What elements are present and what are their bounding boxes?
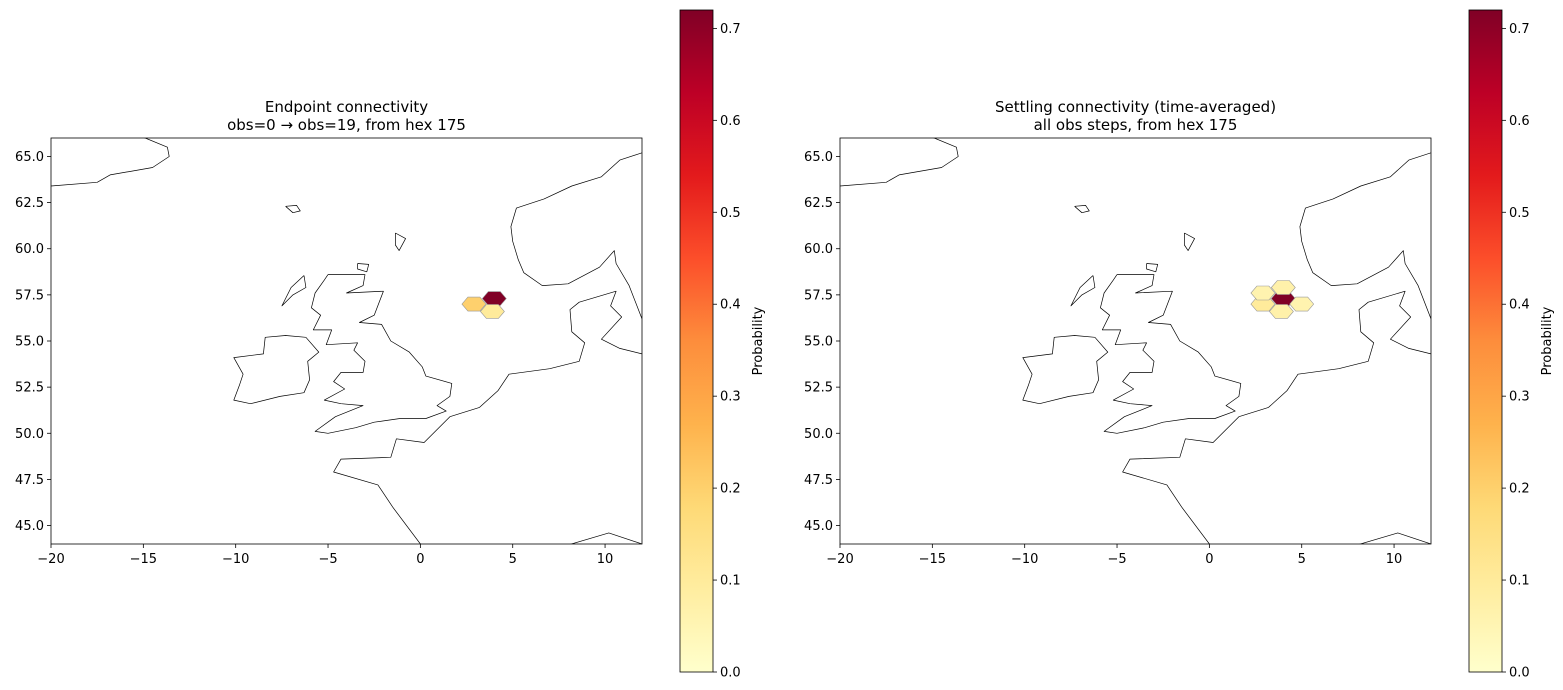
hex-cell xyxy=(1270,280,1296,295)
hex-cell xyxy=(1250,285,1276,301)
hex-cell xyxy=(1269,304,1294,319)
y-tick-label: 55.0 xyxy=(804,335,833,350)
colorbar-tick-label: 0.2 xyxy=(1509,482,1530,497)
coastline-gb xyxy=(1100,274,1242,434)
hex-cell xyxy=(481,291,507,306)
coastline-gb xyxy=(311,274,453,434)
y-tick-label: 62.5 xyxy=(804,196,833,211)
hex-cell xyxy=(1289,296,1315,312)
coastline-ie xyxy=(233,335,320,405)
colorbar-tick-label: 0.6 xyxy=(1509,114,1530,129)
colorbar-tick-label: 0.0 xyxy=(1509,666,1530,681)
colorbar xyxy=(1468,9,1503,673)
coastline-ic xyxy=(51,138,170,187)
x-tick-label: −5 xyxy=(1107,552,1126,567)
coastline-fo xyxy=(1074,205,1090,214)
colorbar-tick-label: 0.4 xyxy=(720,298,741,313)
y-tick-label: 55.0 xyxy=(15,335,44,350)
y-tick-label: 45.0 xyxy=(804,519,833,534)
colorbar-tick-label: 0.1 xyxy=(720,574,741,589)
y-tick-label: 52.5 xyxy=(15,381,44,396)
x-tick-label: 5 xyxy=(1298,552,1306,567)
colorbar-tick-label: 0.7 xyxy=(720,22,741,37)
y-tick-label: 57.5 xyxy=(804,288,833,303)
coastline-ic xyxy=(840,138,959,187)
x-tick-label: 5 xyxy=(509,552,517,567)
map-panel-2: Settling connectivity (time-averaged)all… xyxy=(804,9,1555,681)
coastline-hb xyxy=(281,275,307,307)
y-tick-label: 52.5 xyxy=(804,381,833,396)
colorbar-tick-label: 0.1 xyxy=(1509,574,1530,589)
y-tick-label: 50.0 xyxy=(804,427,833,442)
x-tick-label: −20 xyxy=(37,552,64,567)
axes-frame xyxy=(839,137,1432,545)
x-tick-label: 10 xyxy=(597,552,614,567)
hex-cell xyxy=(461,296,487,312)
x-tick-label: −20 xyxy=(826,552,853,567)
colorbar-label: Probability xyxy=(1540,306,1555,375)
x-tick-label: −10 xyxy=(1011,552,1038,567)
hex-cell xyxy=(480,304,505,319)
colorbar-tick-label: 0.3 xyxy=(720,390,741,405)
y-tick-label: 47.5 xyxy=(804,473,833,488)
x-tick-label: −5 xyxy=(318,552,337,567)
colorbar-tick-label: 0.7 xyxy=(1509,22,1530,37)
coastline-co xyxy=(1368,563,1384,593)
colorbar-label: Probability xyxy=(751,306,766,375)
y-tick-label: 62.5 xyxy=(15,196,44,211)
panel-title-line2: all obs steps, from hex 175 xyxy=(1034,116,1238,134)
y-tick-label: 60.0 xyxy=(804,242,833,257)
x-tick-label: 10 xyxy=(1386,552,1403,567)
x-tick-label: −15 xyxy=(130,552,157,567)
colorbar xyxy=(679,9,714,673)
y-tick-label: 57.5 xyxy=(15,288,44,303)
colorbar-tick-label: 0.2 xyxy=(720,482,741,497)
y-tick-label: 50.0 xyxy=(15,427,44,442)
coastline-ork xyxy=(357,263,370,273)
map-layer xyxy=(51,138,642,593)
y-tick-label: 65.0 xyxy=(15,150,44,165)
coastline-ie xyxy=(1022,335,1109,405)
y-tick-label: 45.0 xyxy=(15,519,44,534)
coastline-fo xyxy=(285,205,301,214)
panel-title-line1: Endpoint connectivity xyxy=(265,98,428,116)
panel-title-line2: obs=0 → obs=19, from hex 175 xyxy=(227,116,466,134)
coastline-eu xyxy=(333,290,642,544)
coastline-co xyxy=(579,563,595,593)
coastline-eu xyxy=(1122,290,1431,544)
coastline-sh xyxy=(1184,232,1195,251)
colorbar-tick-label: 0.5 xyxy=(1509,206,1530,221)
colorbar-tick-label: 0.4 xyxy=(1509,298,1530,313)
x-tick-label: 0 xyxy=(1205,552,1213,567)
y-tick-label: 65.0 xyxy=(804,150,833,165)
colorbar-tick-label: 0.0 xyxy=(720,666,741,681)
y-tick-label: 47.5 xyxy=(15,473,44,488)
colorbar-tick-label: 0.5 xyxy=(720,206,741,221)
map-layer xyxy=(840,138,1431,593)
coastline-ork xyxy=(1146,263,1159,273)
x-tick-label: −15 xyxy=(919,552,946,567)
coastline-sh xyxy=(395,232,406,251)
axes-frame xyxy=(50,137,643,545)
coastline-sc xyxy=(510,152,642,320)
y-tick-label: 60.0 xyxy=(15,242,44,257)
coastline-sc xyxy=(1299,152,1431,320)
panel-title-line1: Settling connectivity (time-averaged) xyxy=(995,98,1276,116)
x-tick-label: −10 xyxy=(222,552,249,567)
colorbar-tick-label: 0.3 xyxy=(1509,390,1530,405)
colorbar-tick-label: 0.6 xyxy=(720,114,741,129)
x-tick-label: 0 xyxy=(416,552,424,567)
coastline-hb xyxy=(1070,275,1096,307)
